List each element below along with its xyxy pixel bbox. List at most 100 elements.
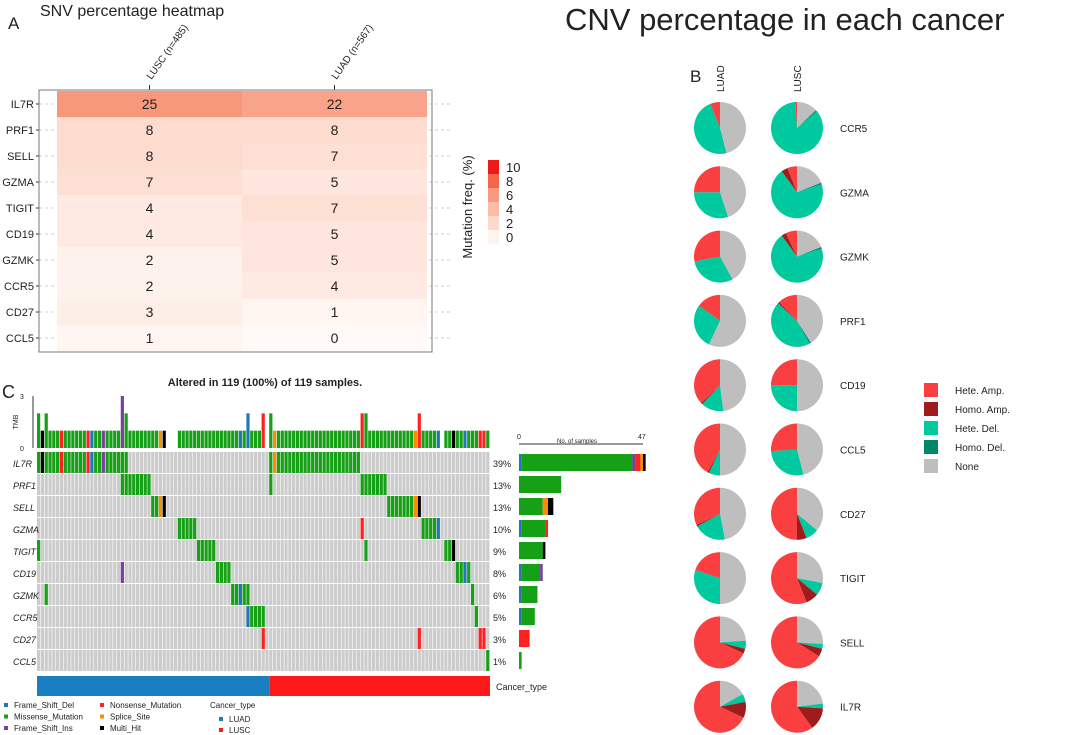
empty-cell [162, 650, 166, 671]
empty-cell [78, 628, 83, 649]
row-label: CD27 [6, 307, 34, 319]
empty-cell [101, 562, 105, 583]
empty-cell [253, 562, 258, 583]
empty-cell [375, 584, 380, 605]
tmb-bar [238, 430, 242, 448]
empty-cell [341, 474, 345, 495]
tmb-bar [162, 430, 166, 448]
empty-cell [371, 650, 376, 671]
empty-cell [90, 474, 94, 495]
empty-cell [326, 628, 330, 649]
empty-cell [37, 584, 41, 605]
pie-row-label: TIGIT [840, 574, 866, 585]
empty-cell [448, 650, 452, 671]
empty-cell [162, 628, 166, 649]
empty-cell [265, 606, 269, 627]
empty-cell [375, 650, 380, 671]
legend-title: Mutation freq. (%) [460, 155, 475, 258]
empty-cell [82, 606, 86, 627]
pie-slice [797, 166, 822, 193]
empty-cell [444, 606, 448, 627]
empty-cell [444, 650, 448, 671]
pie-slice [797, 487, 824, 531]
empty-cell [307, 628, 311, 649]
empty-cell [86, 606, 90, 627]
empty-cell [394, 562, 399, 583]
empty-cell [48, 562, 52, 583]
empty-cell [242, 496, 246, 517]
empty-cell [196, 452, 201, 473]
empty-cell [425, 584, 429, 605]
empty-cell [368, 584, 372, 605]
plot-border [38, 89, 433, 353]
tmb-bar [276, 430, 281, 448]
empty-cell [349, 540, 353, 561]
empty-cell [82, 474, 86, 495]
empty-cell [97, 496, 102, 517]
empty-cell [451, 452, 456, 473]
empty-cell [394, 606, 399, 627]
empty-cell [196, 562, 201, 583]
mutation-cell [444, 540, 448, 561]
empty-cell [189, 562, 193, 583]
empty-cell [94, 606, 98, 627]
pie-slice [694, 230, 720, 262]
empty-cell [151, 540, 155, 561]
empty-cell [59, 518, 64, 539]
empty-cell [474, 562, 478, 583]
empty-cell [128, 540, 132, 561]
empty-cell [413, 606, 418, 627]
empty-cell [474, 650, 478, 671]
empty-cell [425, 496, 429, 517]
empty-cell [204, 650, 208, 671]
empty-cell [455, 584, 459, 605]
empty-cell [413, 584, 418, 605]
empty-cell [139, 628, 143, 649]
empty-cell [257, 650, 261, 671]
empty-cell [223, 650, 227, 671]
mutation-cell [410, 496, 414, 517]
empty-cell [474, 584, 478, 605]
empty-cell [276, 650, 281, 671]
legend-label: Frame_Shift_Ins [14, 724, 73, 733]
empty-cell [455, 606, 459, 627]
empty-cell [398, 518, 402, 539]
empty-cell [303, 496, 307, 517]
empty-cell [238, 650, 242, 671]
row-label: CCR5 [4, 281, 34, 293]
empty-cell [90, 606, 94, 627]
empty-cell [128, 628, 132, 649]
empty-cell [189, 628, 193, 649]
empty-cell [166, 452, 170, 473]
empty-cell [413, 628, 418, 649]
tmb-bar [212, 430, 216, 448]
empty-cell [120, 496, 124, 517]
tmb-bar [155, 430, 159, 448]
empty-cell [276, 584, 281, 605]
empty-cell [402, 452, 406, 473]
pie-slice [797, 513, 807, 540]
tmb-bar [185, 430, 189, 448]
tmb-bar [280, 430, 284, 448]
empty-cell [135, 650, 140, 671]
empty-cell [124, 628, 128, 649]
empty-cell [402, 540, 406, 561]
empty-cell [318, 628, 322, 649]
empty-cell [189, 606, 193, 627]
empty-cell [410, 474, 414, 495]
empty-cell [436, 474, 440, 495]
mutation-cell [307, 452, 311, 473]
tmb-bar [177, 430, 182, 448]
empty-cell [307, 562, 311, 583]
empty-cell [250, 496, 254, 517]
empty-cell [75, 474, 79, 495]
tmb-bar [135, 430, 140, 448]
legend-swatch [100, 714, 104, 719]
mutation-cell [360, 518, 364, 539]
empty-cell [67, 606, 71, 627]
empty-cell [185, 452, 189, 473]
empty-cell [398, 650, 402, 671]
empty-cell [147, 540, 151, 561]
tmb-bar [139, 430, 143, 448]
empty-cell [360, 452, 364, 473]
